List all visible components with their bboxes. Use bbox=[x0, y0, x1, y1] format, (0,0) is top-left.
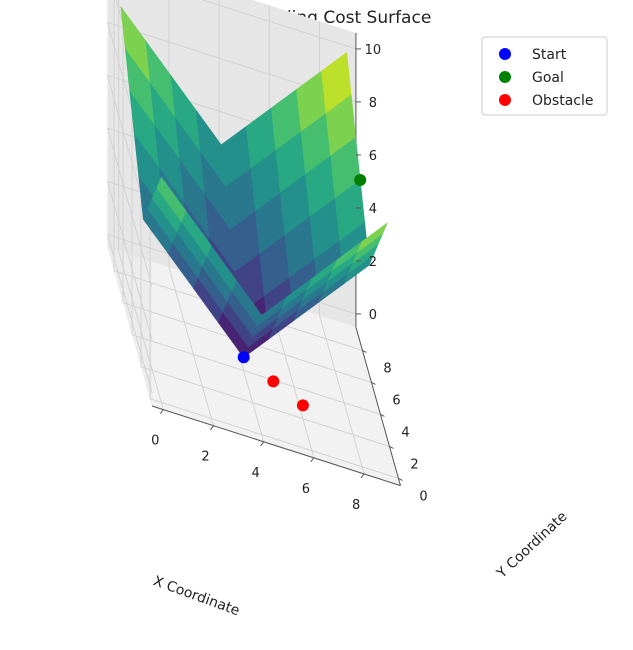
x-tick-mark bbox=[260, 441, 265, 447]
y-tick-mark bbox=[371, 381, 376, 385]
legend-marker-obstacle bbox=[499, 94, 511, 106]
x-tick-mark bbox=[159, 409, 164, 414]
y-tick-label: 6 bbox=[392, 393, 400, 408]
z-tick-label: 8 bbox=[369, 96, 377, 111]
x-axis-line bbox=[151, 405, 401, 487]
x-tick-label: 8 bbox=[352, 498, 360, 513]
point-obstacle bbox=[296, 399, 309, 412]
y-tick-label: 0 bbox=[419, 489, 427, 504]
y-tick-mark bbox=[362, 349, 367, 353]
grid-line-y bbox=[122, 8, 372, 383]
z-tick-label: 2 bbox=[369, 255, 377, 270]
point-obstacle bbox=[267, 375, 280, 388]
z-tick-label: 6 bbox=[369, 149, 377, 164]
x-tick-mark bbox=[310, 457, 315, 463]
x-tick-label: 2 bbox=[201, 450, 209, 465]
y-axis-label: Y Coordinate bbox=[493, 509, 570, 583]
y-tick-label: 2 bbox=[410, 457, 418, 472]
tick-labels: 0 2 4 6 8 0 2 4 6 8 0 2 4 6 8 10 bbox=[151, 43, 427, 513]
legend-box bbox=[481, 36, 608, 116]
y-tick-mark bbox=[398, 477, 403, 481]
marker-points bbox=[237, 174, 367, 412]
legend-label-obstacle: Obstacle bbox=[532, 93, 593, 109]
legend-marker-goal bbox=[499, 71, 511, 83]
grid-line-x bbox=[168, 0, 214, 426]
y-tick-mark bbox=[389, 445, 394, 449]
cost-surface bbox=[120, 5, 388, 359]
x-tick-label: 6 bbox=[302, 482, 310, 497]
x-tick-mark bbox=[360, 473, 365, 479]
x-tick-label: 4 bbox=[252, 466, 260, 481]
z-tick-label: 4 bbox=[369, 202, 377, 217]
point-goal bbox=[354, 174, 367, 186]
legend-label-start: Start bbox=[532, 47, 567, 63]
point-start bbox=[237, 351, 250, 364]
legend-label-goal: Goal bbox=[532, 70, 564, 86]
surface-cell bbox=[356, 222, 388, 253]
y-axis-line bbox=[355, 327, 401, 486]
y-tick-mark bbox=[380, 413, 385, 417]
x-axis-label: X Coordinate bbox=[151, 573, 242, 619]
grid-line-x bbox=[118, 0, 164, 410]
x-tick-label: 0 bbox=[151, 434, 159, 449]
y-tick-label: 4 bbox=[401, 425, 409, 440]
grid-line-y bbox=[131, 40, 381, 415]
legend: Start Goal Obstacle bbox=[481, 36, 608, 116]
z-tick-label: 0 bbox=[369, 308, 377, 323]
legend-marker-start bbox=[499, 48, 511, 60]
x-tick-mark bbox=[210, 425, 214, 430]
z-tick-label: 10 bbox=[365, 43, 382, 58]
y-tick-label: 8 bbox=[383, 361, 391, 376]
